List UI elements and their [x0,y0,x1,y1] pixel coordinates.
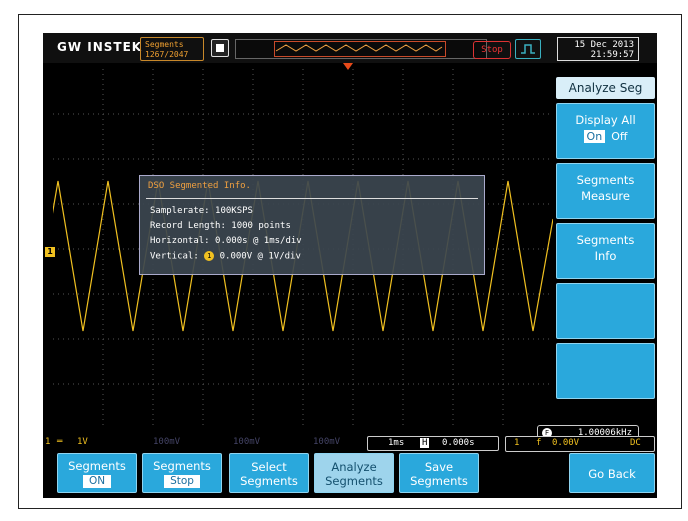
trigger-coupling: DC [630,438,641,448]
memory-overview [235,39,487,59]
go-back-button[interactable]: Go Back [569,453,655,493]
segments-measure-line1: Segments [576,173,635,187]
h-position-badge: H [420,438,430,448]
segments-stop-button[interactable]: Segments Stop [142,453,222,493]
segments-on-value: ON [82,475,112,488]
select-segments-line2: Segments [240,474,298,488]
segments-info-line2: Info [594,249,617,263]
segments-measure-button[interactable]: Segments Measure [556,163,655,219]
save-segments-line2: Segments [410,474,468,488]
select-segments-button[interactable]: Select Segments [229,453,309,493]
trigger-source-badge: 1 [514,438,520,448]
side-menu-title: Analyze Seg [556,77,655,99]
ch1-ground-marker: 1 [45,247,55,257]
segments-indicator: Segments 1267/2047 [140,37,204,61]
dialog-title: DSO Segmented Info. [148,181,251,191]
segments-count: 1267/2047 [145,50,189,59]
date-text: 15 Dec 2013 [574,40,634,50]
datetime-display: 15 Dec 2013 21:59:57 [557,37,639,61]
vertical-value: 0.000V @ 1V/div [219,251,301,262]
trigger-pulse-icon [515,39,541,59]
analyze-segments-line1: Analyze [331,460,377,474]
overview-wave-icon [275,44,443,52]
dialog-divider [146,198,478,199]
record-length-text: Record Length: 1000 points [150,221,291,231]
timebase-readout: 1ms H 0.000s [367,436,499,451]
ch1-scale: 1V [77,437,88,447]
trigger-level: 0.00V [552,438,580,448]
analyze-segments-button[interactable]: Analyze Segments [314,453,394,493]
ch2-scale: 100mV [153,437,181,447]
stop-square-icon [211,39,229,57]
h-position-value: 0.000s [442,438,475,448]
brand-logo: GW INSTEK [57,40,143,54]
save-segments-line1: Save [424,460,454,474]
trigger-slope-icon: f [536,438,542,448]
acquisition-status: Stop [473,41,511,59]
samplerate-text: Samplerate: 100KSPS [150,206,253,216]
side-empty-button-1[interactable] [556,283,655,339]
channel-status-bar: 1 ═ 1V 100mV 100mV 100mV 1ms H 0.000s 1 … [43,436,657,452]
segments-info-button[interactable]: Segments Info [556,223,655,279]
frequency-value: 1.00006kHz [577,428,632,438]
trigger-position-marker [343,63,353,70]
ch1-badge: 1 [45,437,51,447]
horizontal-text: Horizontal: 0.000s @ 1ms/div [150,236,302,246]
frequency-badge-icon: F [542,428,552,438]
trigger-readout: 1 f 0.00V DC [505,436,655,452]
display-all-label: Display All [575,113,636,127]
vertical-row: Vertical: 1 0.000V @ 1V/div [150,251,301,262]
side-empty-button-2[interactable] [556,343,655,399]
toggle-off: Off [611,130,628,143]
oscilloscope-screen: GW INSTEK Segments 1267/2047 Stop 15 Dec… [43,33,657,498]
ch1-badge-icon: 1 [204,251,215,261]
segments-on-label: Segments [68,459,126,473]
time-text: 21:59:57 [590,50,634,60]
segmented-info-dialog: DSO Segmented Info. Samplerate: 100KSPS … [139,175,485,275]
toggle-on: On [583,130,606,143]
segments-info-line1: Segments [576,233,635,247]
overview-window [274,41,446,57]
select-segments-line1: Select [251,460,287,474]
display-all-button[interactable]: Display All On Off [556,103,655,159]
analyze-segments-line2: Segments [325,474,383,488]
display-all-toggle: On Off [583,130,628,143]
ch3-scale: 100mV [233,437,261,447]
segments-label: Segments [145,40,184,49]
segments-measure-line2: Measure [581,189,630,203]
segments-stop-value: Stop [164,475,200,488]
ch1-coupling-icon: ═ [57,437,63,447]
segments-stop-label: Segments [153,459,211,473]
save-segments-button[interactable]: Save Segments [399,453,479,493]
top-status-bar: GW INSTEK Segments 1267/2047 Stop 15 Dec… [43,33,657,63]
ch4-scale: 100mV [313,437,341,447]
timebase-value: 1ms [388,438,405,448]
frequency-readout: F 1.00006kHz [537,425,639,439]
segments-on-button[interactable]: Segments ON [57,453,137,493]
vertical-label: Vertical: [150,251,205,262]
